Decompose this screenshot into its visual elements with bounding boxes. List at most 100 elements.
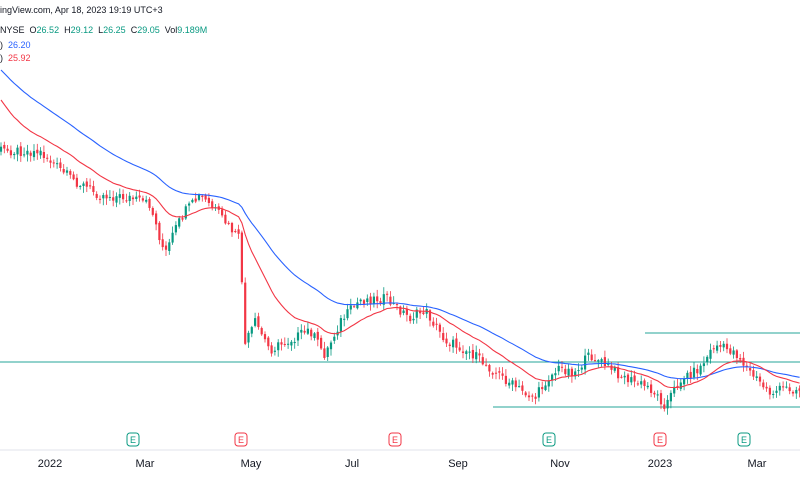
candle	[39, 147, 42, 159]
candle	[574, 368, 577, 380]
candle	[329, 340, 333, 356]
candle	[791, 390, 795, 397]
candle	[125, 193, 128, 203]
high-value: 29.12	[70, 25, 94, 35]
earnings-marker[interactable]: E	[653, 432, 667, 447]
low-value: 26.25	[103, 25, 126, 35]
candle	[785, 381, 788, 389]
candle	[333, 332, 336, 344]
candle	[161, 233, 164, 251]
candle	[62, 164, 65, 175]
candle	[725, 338, 729, 354]
candle	[155, 210, 158, 231]
candle	[402, 305, 405, 316]
candle	[455, 332, 458, 354]
candle	[419, 307, 422, 319]
candle	[478, 348, 481, 362]
candle	[405, 305, 408, 322]
ma-slow-legend[interactable]: ) 26.20	[0, 40, 31, 50]
earnings-marker[interactable]: E	[234, 432, 248, 447]
candle	[669, 390, 672, 409]
candle	[607, 358, 610, 367]
earnings-marker[interactable]: E	[126, 432, 140, 447]
earnings-marker-label: E	[238, 435, 244, 445]
volume-label: Vol	[164, 25, 178, 35]
open-label: O	[29, 25, 37, 35]
source-text: ingView.com, Apr 18, 2023 19:19 UTC+3	[0, 5, 163, 15]
candle	[283, 337, 286, 347]
candle	[518, 379, 521, 388]
candle	[320, 335, 323, 350]
candle	[151, 206, 154, 217]
candle	[59, 158, 62, 172]
candle	[702, 356, 705, 373]
open-value: 26.52	[36, 25, 60, 35]
candle	[752, 365, 755, 380]
candle	[293, 337, 296, 349]
candle	[656, 390, 659, 401]
candle	[9, 145, 12, 159]
candle	[762, 379, 765, 390]
candle	[115, 192, 118, 208]
x-tick-label: Mar	[748, 458, 767, 470]
earnings-marker-label: E	[741, 435, 747, 445]
candle	[643, 378, 646, 391]
candle	[689, 366, 692, 384]
candle	[42, 145, 45, 163]
candle	[343, 314, 346, 327]
candle	[445, 332, 448, 348]
candle	[547, 375, 550, 392]
candle	[141, 195, 144, 203]
ma-fast-prefix: )	[0, 53, 3, 63]
candle	[471, 343, 474, 363]
candle	[145, 195, 148, 204]
candle	[395, 302, 399, 311]
candle	[765, 382, 768, 392]
candle	[458, 341, 461, 352]
candle	[98, 195, 102, 204]
candle	[164, 241, 168, 256]
candle	[788, 383, 791, 395]
candle	[570, 366, 573, 383]
candle	[399, 305, 402, 318]
candle	[755, 370, 758, 382]
candle	[584, 348, 587, 375]
candle	[527, 391, 531, 401]
candle	[659, 389, 663, 410]
candle	[739, 354, 742, 363]
candle	[280, 338, 283, 351]
chart-source-line: ingView.com, Apr 18, 2023 19:19 UTC+3	[0, 5, 163, 15]
candle	[494, 367, 498, 380]
candle	[666, 395, 669, 415]
candle	[376, 289, 379, 309]
candle	[13, 151, 16, 160]
earnings-marker[interactable]: E	[388, 432, 402, 447]
earnings-marker[interactable]: E	[542, 432, 556, 447]
candle	[346, 303, 349, 321]
close-label: C	[130, 25, 138, 35]
candle	[719, 341, 722, 353]
candle	[92, 180, 95, 196]
candle	[290, 339, 293, 351]
candle	[227, 220, 230, 226]
candle	[300, 324, 303, 340]
candle	[709, 343, 712, 364]
candle	[481, 353, 484, 366]
candle	[623, 371, 626, 385]
candle	[356, 297, 359, 310]
ma-fast-legend[interactable]: ) 25.92	[0, 53, 31, 63]
candle	[270, 342, 273, 357]
candle	[191, 198, 194, 204]
candle	[254, 312, 257, 328]
volume-value: 9.189M	[177, 25, 208, 35]
earnings-marker[interactable]: E	[737, 432, 751, 447]
candle	[105, 190, 108, 205]
candle	[263, 331, 267, 343]
candle	[782, 381, 785, 392]
candle	[435, 317, 438, 331]
candle	[211, 198, 214, 211]
candle	[79, 185, 82, 190]
candle	[102, 192, 105, 206]
candle	[323, 341, 326, 360]
